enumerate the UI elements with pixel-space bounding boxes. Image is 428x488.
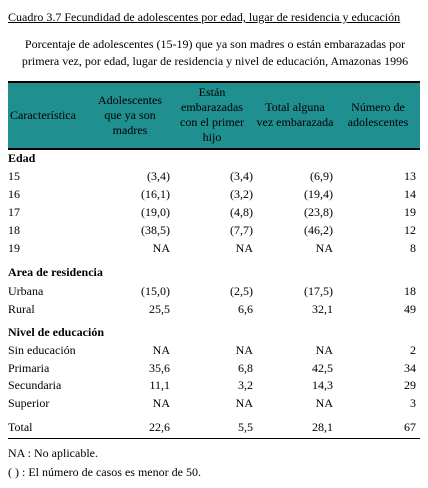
cell: (16,1)	[141, 187, 170, 201]
cell: (7,7)	[230, 223, 253, 237]
row-label: 16	[8, 187, 20, 201]
row-label: 18	[8, 223, 20, 237]
cell: NA	[315, 241, 333, 255]
cell: 14,3	[312, 378, 333, 392]
section-title: Area de residencia	[8, 265, 103, 279]
rule	[8, 81, 420, 83]
column-header: Número de adolescentes	[347, 100, 409, 129]
cell: NA	[235, 396, 253, 410]
row-label: 15	[8, 169, 20, 183]
cell: NA	[315, 396, 333, 410]
cell: 29	[404, 378, 416, 392]
row-label: 19	[8, 241, 20, 255]
cell: (23,8)	[304, 205, 333, 219]
cell: 5,5	[238, 420, 253, 434]
cell: 3,2	[238, 378, 253, 392]
cell: 42,5	[312, 361, 333, 375]
cell: 67	[404, 420, 416, 434]
cell: 13	[404, 169, 416, 183]
cell: (3,2)	[230, 187, 253, 201]
cell: (2,5)	[230, 284, 253, 298]
section-title: Nivel de educación	[8, 325, 104, 339]
cell: 11,1	[149, 378, 170, 392]
column-header: Adolescentes que ya son madres	[98, 92, 162, 137]
cell: 8	[410, 241, 416, 255]
cell: (19,4)	[304, 187, 333, 201]
row-label: Secundaria	[8, 378, 62, 392]
note: ( ) : El número de casos es menor de 50.	[8, 465, 201, 479]
column-header: Característica	[10, 107, 76, 122]
cell: 6,8	[238, 361, 253, 375]
row-label: 17	[8, 205, 20, 219]
column-header: Total alguna vez embarazada	[256, 100, 334, 129]
row-label: Rural	[8, 302, 35, 316]
column-header: Están embarazadas con el primer hijo	[180, 85, 244, 144]
row-label: Total	[8, 420, 33, 434]
header-band	[8, 83, 420, 148]
cell: NA	[152, 241, 170, 255]
row-label: Sin educación	[8, 343, 76, 357]
cell: 25,5	[149, 302, 170, 316]
cell: NA	[235, 343, 253, 357]
cell: 49	[404, 302, 416, 316]
rule	[8, 148, 420, 150]
cell: (6,9)	[310, 169, 333, 183]
table-title: Cuadro 3.7 Fecundidad de adolescentes po…	[8, 10, 401, 24]
cell: 2	[410, 343, 416, 357]
row-label: Primaria	[8, 361, 50, 375]
cell: (38,5)	[141, 223, 170, 237]
cell: NA	[315, 343, 333, 357]
cell: 35,6	[149, 361, 170, 375]
cell: 34	[404, 361, 416, 375]
cell: 19	[404, 205, 416, 219]
cell: (46,2)	[304, 223, 333, 237]
cell: (17,5)	[304, 284, 333, 298]
rule	[8, 438, 420, 439]
cell: NA	[235, 241, 253, 255]
cell: (3,4)	[230, 169, 253, 183]
cell: (4,8)	[230, 205, 253, 219]
cell: 28,1	[312, 420, 333, 434]
row-label: Superior	[8, 396, 50, 410]
cell: (3,4)	[147, 169, 170, 183]
cell: NA	[152, 396, 170, 410]
row-label: Urbana	[8, 284, 44, 298]
cell: 3	[410, 396, 416, 410]
cell: 22,6	[149, 420, 170, 434]
cell: 6,6	[238, 302, 253, 316]
cell: 18	[404, 284, 416, 298]
table-subtitle: Porcentaje de adolescentes (15-19) que y…	[21, 37, 409, 68]
note: NA : No aplicable.	[8, 446, 98, 460]
cell: (15,0)	[141, 284, 170, 298]
cell: 14	[404, 187, 416, 201]
cell: 12	[404, 223, 416, 237]
cell: (19,0)	[141, 205, 170, 219]
cell: NA	[152, 343, 170, 357]
cell: 32,1	[312, 302, 333, 316]
section-title: Edad	[8, 151, 36, 165]
